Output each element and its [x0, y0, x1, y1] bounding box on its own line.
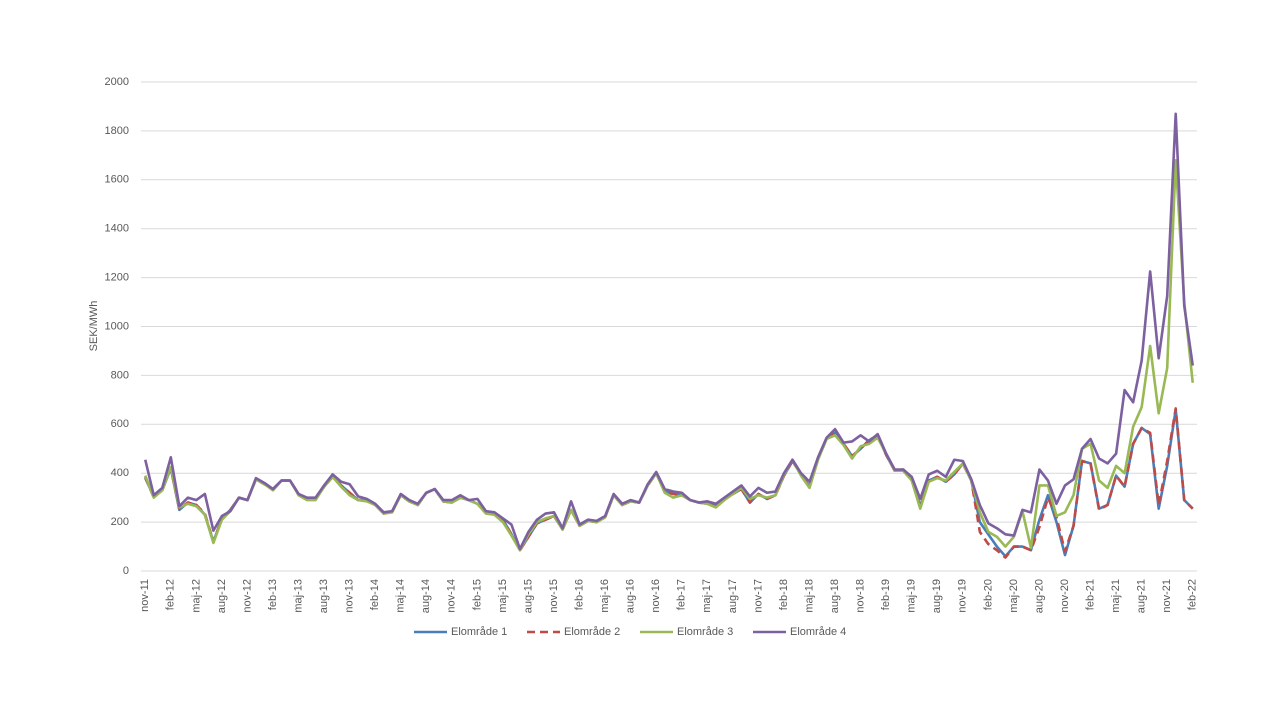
- x-tick-label: aug-20: [1033, 579, 1045, 613]
- y-tick-label: 600: [111, 418, 129, 430]
- x-tick-label: aug-17: [727, 579, 739, 613]
- x-tick-label: nov-18: [855, 579, 867, 613]
- x-tick-label: feb-18: [778, 579, 790, 610]
- x-tick-label: nov-20: [1059, 579, 1071, 613]
- y-tick-label: 1400: [105, 223, 129, 235]
- x-tick-label: feb-15: [471, 579, 483, 610]
- legend-label: Elområde 3: [677, 626, 733, 638]
- x-tick-label: aug-21: [1136, 579, 1148, 613]
- x-tick-label: nov-19: [957, 579, 969, 613]
- x-tick-label: maj-20: [1008, 579, 1020, 613]
- x-tick-label: aug-14: [420, 579, 432, 613]
- y-tick-label: 200: [111, 516, 129, 528]
- x-tick-label: aug-16: [625, 579, 637, 613]
- x-tick-label: feb-12: [165, 579, 177, 610]
- x-tick-label: nov-13: [344, 579, 356, 613]
- x-tick-label: maj-21: [1110, 579, 1122, 613]
- y-tick-label: 400: [111, 467, 129, 479]
- x-tick-label: nov-17: [752, 579, 764, 613]
- x-tick-label: feb-16: [573, 579, 585, 610]
- y-axis-label: SEK/MWh: [88, 301, 100, 352]
- x-tick-label: maj-14: [395, 579, 407, 613]
- x-tick-label: maj-13: [292, 579, 304, 613]
- legend-label: Elområde 1: [451, 626, 507, 638]
- y-tick-label: 800: [111, 369, 129, 381]
- x-tick-label: nov-21: [1161, 579, 1173, 613]
- x-tick-label: feb-17: [676, 579, 688, 610]
- x-tick-label: aug-18: [829, 579, 841, 613]
- y-tick-label: 1600: [105, 174, 129, 186]
- x-tick-label: feb-14: [369, 579, 381, 610]
- legend-label: Elområde 4: [790, 626, 846, 638]
- y-tick-label: 1800: [105, 125, 129, 137]
- x-tick-label: aug-15: [522, 579, 534, 613]
- x-tick-label: maj-17: [701, 579, 713, 613]
- y-tick-label: 1000: [105, 320, 129, 332]
- series-line: [143, 112, 1195, 551]
- x-tick-label: maj-18: [803, 579, 815, 613]
- x-tick-label: nov-16: [650, 579, 662, 613]
- series-line: [144, 407, 1194, 559]
- x-tick-label: feb-13: [267, 579, 279, 610]
- y-tick-label: 0: [123, 565, 129, 577]
- x-tick-label: feb-20: [982, 579, 994, 610]
- x-tick-label: maj-16: [599, 579, 611, 613]
- x-tick-label: nov-12: [241, 579, 253, 613]
- x-tick-label: aug-13: [318, 579, 330, 613]
- x-tick-label: feb-21: [1084, 579, 1096, 610]
- y-tick-label: 2000: [105, 76, 129, 88]
- x-tick-label: maj-19: [906, 579, 918, 613]
- x-tick-label: nov-14: [446, 579, 458, 613]
- x-tick-label: feb-22: [1187, 579, 1199, 610]
- x-tick-label: feb-19: [880, 579, 892, 610]
- x-tick-label: maj-15: [497, 579, 509, 613]
- x-tick-label: aug-19: [931, 579, 943, 613]
- x-tick-label: maj-12: [190, 579, 202, 613]
- x-tick-label: nov-15: [548, 579, 560, 613]
- x-tick-label: aug-12: [216, 579, 228, 613]
- y-tick-label: 1200: [105, 272, 129, 284]
- legend-label: Elområde 2: [564, 626, 620, 638]
- x-tick-label: nov-11: [139, 579, 151, 612]
